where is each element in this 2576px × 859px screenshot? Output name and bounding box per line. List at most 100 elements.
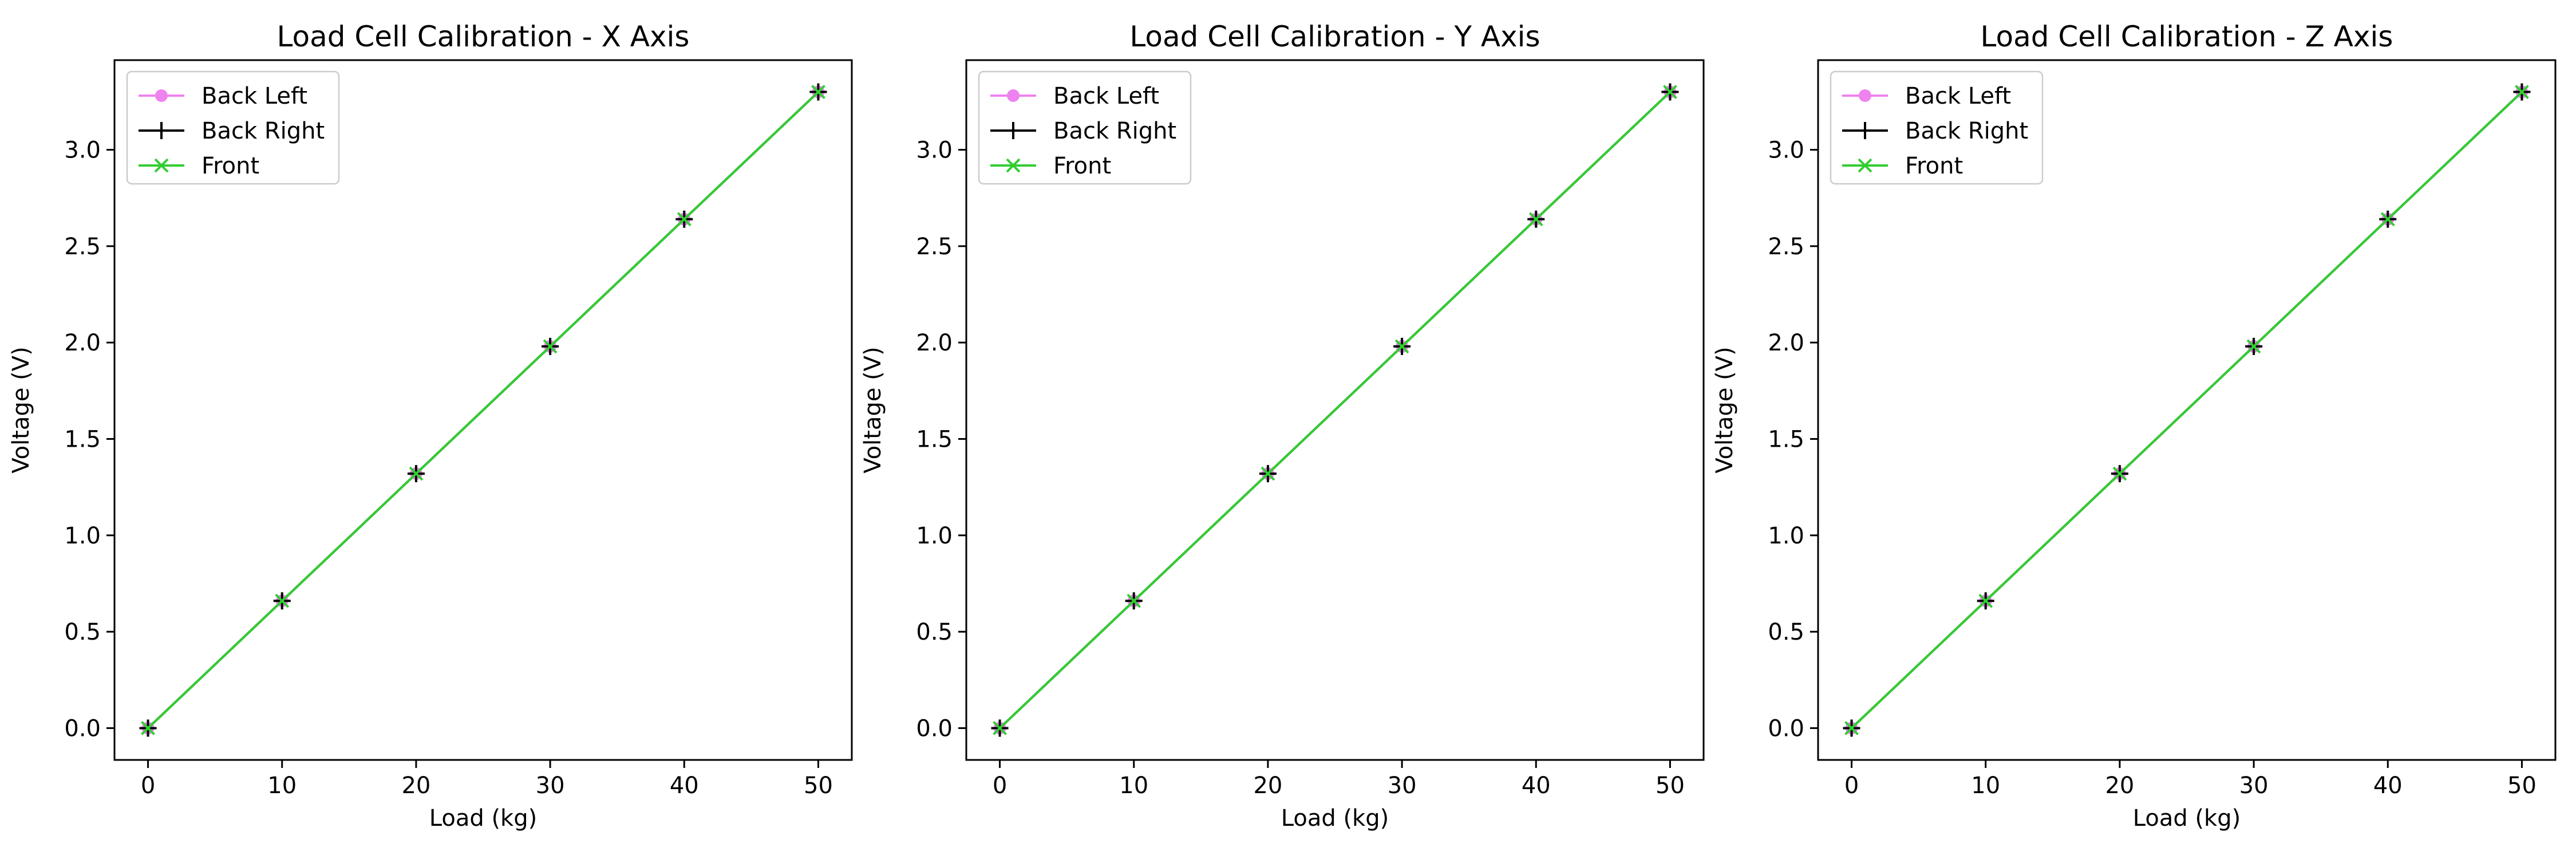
data-point [2112, 466, 2127, 481]
y-tick-label: 2.5 [1768, 234, 1804, 260]
y-tick-label: 3.0 [64, 137, 101, 164]
y-tick-label: 1.5 [1768, 426, 1804, 452]
y-tick-label: 0.0 [1768, 715, 1804, 742]
x-tick-label: 50 [2507, 773, 2537, 799]
legend-label: Back Left [202, 83, 307, 109]
series-line [1851, 91, 2523, 729]
legend-entry: Back Left [1842, 83, 2011, 109]
legend-marker [155, 89, 168, 102]
legend-entry: Back Right [139, 118, 325, 144]
y-tick-label: 3.0 [916, 137, 953, 164]
legend-box [1830, 70, 2044, 185]
legend-marker [1007, 89, 1020, 102]
legend-entry: Back Left [990, 83, 1159, 109]
y-tick-label: 2.0 [64, 330, 101, 356]
legend-marker [1856, 122, 1874, 139]
y-tick-label: 2.5 [64, 234, 101, 260]
series-line [147, 91, 819, 729]
y-tick-label: 0.0 [916, 715, 953, 742]
data-point [1394, 339, 1409, 354]
series-line [999, 91, 1671, 729]
y-tick-label: 0.5 [916, 619, 953, 645]
legend-label: Back Right [202, 118, 325, 144]
legend-marker [1006, 158, 1021, 173]
legend-entry: Back Right [990, 118, 1176, 144]
y-tick-label: 0.5 [64, 619, 101, 645]
data-point [2380, 212, 2395, 227]
legend-marker [1859, 89, 1871, 102]
x-tick-label: 20 [2105, 773, 2134, 799]
legend-entry: Front [139, 153, 259, 179]
y-tick-label: 3.0 [1768, 137, 1804, 164]
chart-z-axis: Load Cell Calibration - Z Axis 0 10 20 30 40 5… [1712, 20, 2557, 832]
x-tick-label: 0 [993, 773, 1007, 799]
legend-label: Front [1905, 153, 1963, 179]
legend-label: Front [1053, 153, 1111, 179]
data-point [1127, 593, 1141, 608]
data-point [1261, 466, 1275, 481]
chart-x-axis: Load Cell Calibration - X Axis 0 10 20 30 40 5… [8, 20, 853, 832]
x-tick-label: 30 [2239, 773, 2269, 799]
legend-box [126, 70, 340, 185]
data-point [275, 593, 290, 608]
y-tick-label: 0.5 [1768, 619, 1804, 645]
legend-entry: Back Left [139, 83, 307, 109]
y-axis-label: Voltage (V) [860, 346, 886, 473]
series-x [1844, 85, 2529, 735]
x-tick-label: 30 [1388, 773, 1417, 799]
data-point [2246, 339, 2261, 354]
legend-label: Front [202, 153, 259, 179]
legend: Back Left Back Right Front [126, 70, 340, 185]
legend-entry: Back Right [1842, 118, 2028, 144]
plot-frame [1817, 59, 2557, 761]
x-tick-label: 10 [1971, 773, 2000, 799]
legend-label: Back Right [1905, 118, 2028, 144]
y-tick-label: 2.5 [916, 234, 953, 260]
x-tick-label: 20 [1253, 773, 1282, 799]
y-tick-label: 2.0 [1768, 330, 1804, 356]
x-tick-label: 10 [267, 773, 297, 799]
data-point [141, 721, 155, 735]
x-tick-label: 10 [1119, 773, 1148, 799]
legend-marker [153, 122, 170, 139]
x-tick-label: 0 [141, 773, 155, 799]
data-point [409, 466, 424, 481]
chart-title: Load Cell Calibration - Z Axis [1981, 20, 2393, 53]
legend-label: Back Right [1053, 118, 1176, 144]
x-tick-label: 0 [1844, 773, 1859, 799]
data-point [1528, 212, 1543, 227]
x-tick-label: 50 [1656, 773, 1685, 799]
legend-label: Back Left [1905, 83, 2011, 109]
data-point [1663, 85, 1677, 99]
plot-frame [965, 59, 1705, 761]
x-axis-label: Load (kg) [2133, 805, 2241, 832]
legend-entry: Front [1842, 153, 1963, 179]
legend: Back Left Back Right Front [978, 70, 1192, 185]
chart-title: Load Cell Calibration - Y Axis [1129, 20, 1540, 53]
series-x [141, 85, 825, 735]
y-tick-label: 1.0 [916, 523, 953, 549]
x-tick-label: 40 [670, 773, 699, 799]
x-tick-label: 50 [804, 773, 833, 799]
y-tick-label: 1.0 [1768, 523, 1804, 549]
x-tick-label: 20 [401, 773, 430, 799]
y-tick-label: 1.5 [64, 426, 101, 452]
y-axis-label: Voltage (V) [8, 346, 34, 473]
legend-entry: Front [990, 153, 1111, 179]
y-tick-label: 1.0 [64, 523, 101, 549]
data-point [993, 721, 1007, 735]
data-point [1844, 721, 1859, 735]
data-point [811, 85, 825, 99]
x-tick-label: 40 [2373, 773, 2403, 799]
plot-frame [113, 59, 853, 761]
y-axis-label: Voltage (V) [1712, 346, 1738, 473]
legend-marker [1005, 122, 1022, 139]
data-point [677, 212, 692, 227]
series-x [993, 85, 1677, 735]
chart-y-axis: Load Cell Calibration - Y Axis 0 10 20 30 40 5… [860, 20, 1705, 832]
y-tick-label: 1.5 [916, 426, 953, 452]
data-point [2515, 85, 2529, 99]
y-tick-label: 2.0 [916, 330, 953, 356]
